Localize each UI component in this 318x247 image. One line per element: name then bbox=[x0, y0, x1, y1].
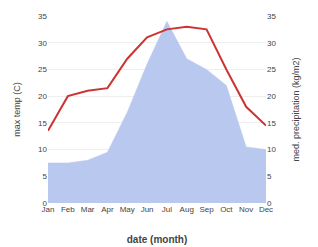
svg-text:Sep: Sep bbox=[199, 205, 214, 214]
svg-text:0: 0 bbox=[267, 199, 272, 208]
svg-text:25: 25 bbox=[267, 65, 276, 74]
svg-text:Dec: Dec bbox=[259, 205, 273, 214]
svg-text:Apr: Apr bbox=[101, 205, 114, 214]
svg-text:max temp (C): max temp (C) bbox=[12, 82, 22, 137]
svg-text:date (month): date (month) bbox=[127, 234, 188, 245]
svg-text:15: 15 bbox=[267, 119, 276, 128]
svg-text:Jun: Jun bbox=[141, 205, 154, 214]
svg-text:10: 10 bbox=[267, 145, 276, 154]
svg-text:5: 5 bbox=[267, 172, 272, 181]
svg-text:Oct: Oct bbox=[220, 205, 233, 214]
svg-text:35: 35 bbox=[267, 12, 276, 21]
svg-text:Feb: Feb bbox=[61, 205, 75, 214]
svg-text:med. precipitation (kg/m2): med. precipitation (kg/m2) bbox=[291, 57, 301, 161]
svg-text:35: 35 bbox=[38, 12, 47, 21]
svg-text:10: 10 bbox=[38, 145, 47, 154]
svg-text:25: 25 bbox=[38, 65, 47, 74]
svg-text:Aug: Aug bbox=[180, 205, 194, 214]
svg-text:0: 0 bbox=[43, 199, 48, 208]
svg-text:Jul: Jul bbox=[162, 205, 172, 214]
svg-text:Nov: Nov bbox=[239, 205, 253, 214]
svg-text:May: May bbox=[120, 205, 135, 214]
svg-text:20: 20 bbox=[38, 92, 47, 101]
svg-text:30: 30 bbox=[267, 39, 276, 48]
svg-text:15: 15 bbox=[38, 119, 47, 128]
svg-text:Mar: Mar bbox=[81, 205, 95, 214]
svg-text:30: 30 bbox=[38, 39, 47, 48]
svg-text:Jan: Jan bbox=[42, 205, 55, 214]
svg-text:20: 20 bbox=[267, 92, 276, 101]
svg-text:5: 5 bbox=[43, 172, 48, 181]
